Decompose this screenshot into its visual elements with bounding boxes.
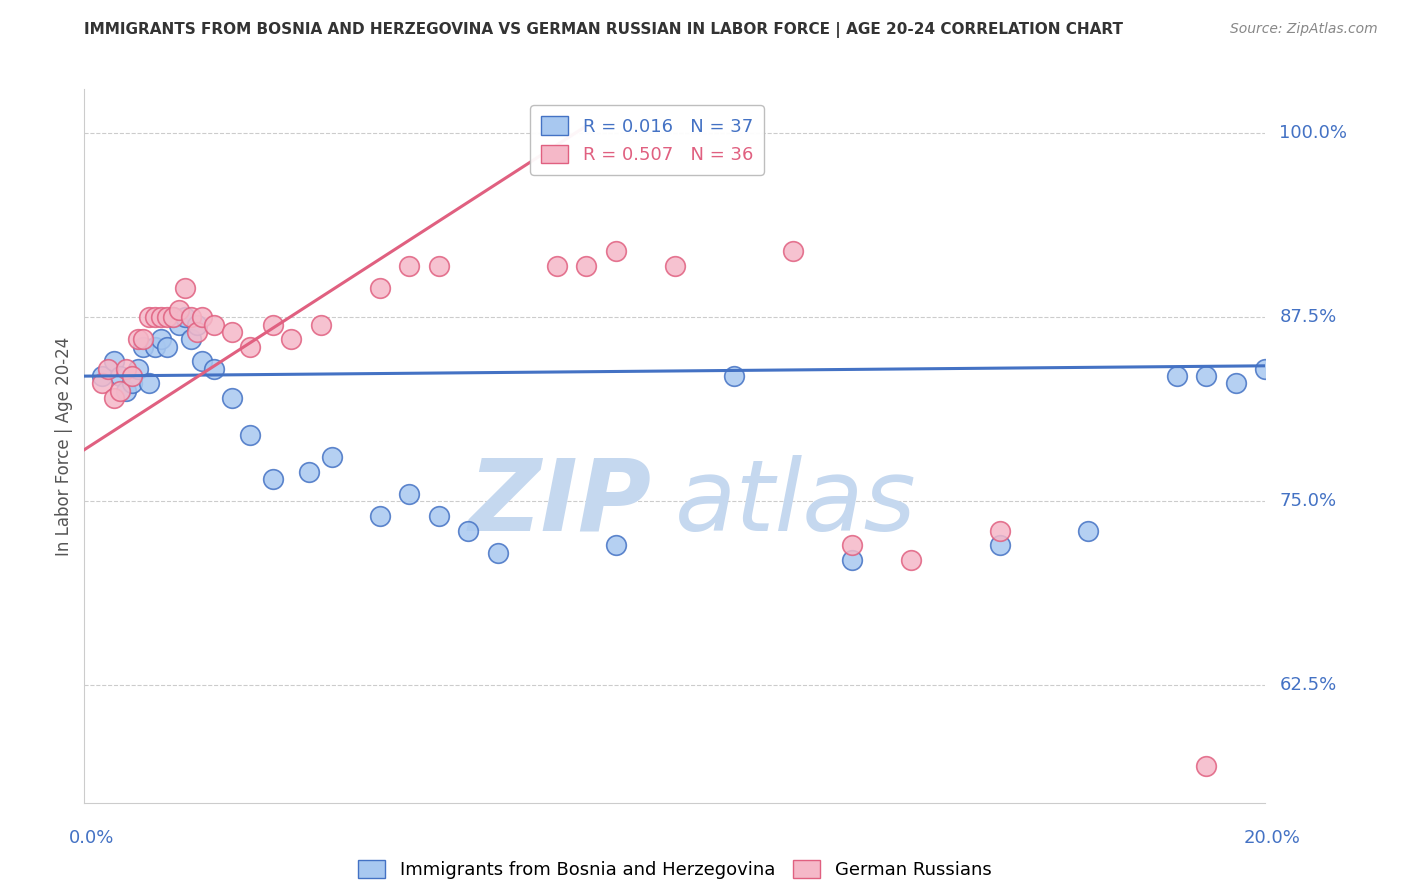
Point [121, 369, 143, 384]
Text: 75.0%: 75.0% [1279, 492, 1337, 510]
Point [1195, 759, 1218, 773]
Point [103, 391, 125, 405]
Text: atlas: atlas [675, 455, 917, 551]
Point [239, 428, 262, 442]
Point [457, 524, 479, 538]
Point [132, 340, 155, 354]
Point [186, 325, 208, 339]
Point [143, 310, 166, 325]
Point [132, 332, 155, 346]
Point [1166, 369, 1188, 384]
Point [398, 259, 420, 273]
Point [138, 376, 160, 391]
Text: ZIP: ZIP [468, 455, 651, 551]
Point [239, 340, 262, 354]
Point [114, 384, 136, 398]
Text: 20.0%: 20.0% [1244, 829, 1301, 847]
Point [841, 538, 863, 552]
Point [368, 508, 391, 523]
Point [150, 332, 173, 346]
Point [1077, 524, 1099, 538]
Text: 100.0%: 100.0% [1279, 124, 1347, 143]
Point [173, 310, 195, 325]
Text: 62.5%: 62.5% [1279, 676, 1337, 694]
Point [605, 538, 627, 552]
Point [605, 244, 627, 258]
Y-axis label: In Labor Force | Age 20-24: In Labor Force | Age 20-24 [55, 336, 73, 556]
Point [1225, 376, 1247, 391]
Point [1254, 361, 1277, 376]
Point [368, 281, 391, 295]
Point [108, 384, 131, 398]
Point [162, 310, 184, 325]
Point [575, 259, 598, 273]
Point [1195, 369, 1218, 384]
Point [988, 538, 1011, 552]
Point [191, 354, 214, 368]
Point [97, 361, 120, 376]
Point [262, 472, 284, 486]
Text: 87.5%: 87.5% [1279, 309, 1337, 326]
Point [546, 259, 568, 273]
Point [427, 259, 450, 273]
Point [91, 376, 114, 391]
Point [280, 332, 302, 346]
Point [173, 281, 195, 295]
Point [321, 450, 343, 464]
Point [782, 244, 804, 258]
Point [221, 391, 243, 405]
Point [221, 325, 243, 339]
Legend: Immigrants from Bosnia and Herzegovina, German Russians: Immigrants from Bosnia and Herzegovina, … [352, 853, 998, 887]
Point [427, 508, 450, 523]
Point [162, 310, 184, 325]
Point [180, 310, 202, 325]
Point [156, 340, 179, 354]
Point [298, 465, 321, 479]
Text: IMMIGRANTS FROM BOSNIA AND HERZEGOVINA VS GERMAN RUSSIAN IN LABOR FORCE | AGE 20: IMMIGRANTS FROM BOSNIA AND HERZEGOVINA V… [84, 22, 1123, 38]
Point [202, 318, 225, 332]
Point [191, 310, 214, 325]
Point [900, 553, 922, 567]
Point [103, 354, 125, 368]
Point [167, 302, 190, 317]
Point [180, 332, 202, 346]
Point [664, 259, 686, 273]
Text: 0.0%: 0.0% [69, 829, 114, 847]
Point [91, 369, 114, 384]
Point [167, 318, 190, 332]
Point [138, 310, 160, 325]
Point [150, 310, 173, 325]
Point [156, 310, 179, 325]
Point [143, 340, 166, 354]
Point [723, 369, 745, 384]
Text: Source: ZipAtlas.com: Source: ZipAtlas.com [1230, 22, 1378, 37]
Point [841, 553, 863, 567]
Point [262, 318, 284, 332]
Point [988, 524, 1011, 538]
Point [114, 361, 136, 376]
Point [121, 376, 143, 391]
Point [127, 332, 149, 346]
Point [486, 546, 509, 560]
Point [309, 318, 332, 332]
Point [108, 369, 131, 384]
Point [398, 487, 420, 501]
Point [186, 318, 208, 332]
Point [202, 361, 225, 376]
Point [127, 361, 149, 376]
